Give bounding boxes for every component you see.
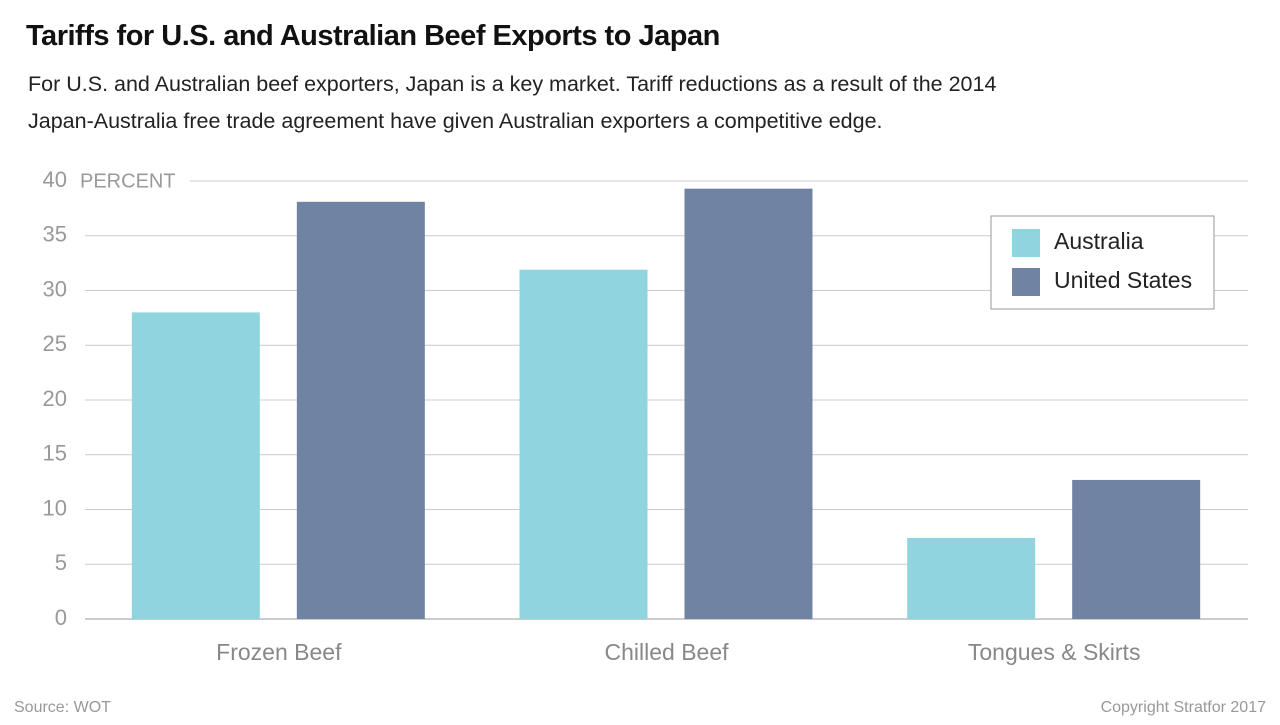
bar xyxy=(907,537,1036,619)
y-tick-label: 35 xyxy=(43,222,67,247)
chart-subtitle: For U.S. and Australian beef exporters, … xyxy=(28,72,997,133)
y-tick-label: 30 xyxy=(43,276,67,301)
bar xyxy=(519,269,648,619)
x-tick-label: Tongues & Skirts xyxy=(968,639,1141,665)
y-tick-label: 15 xyxy=(43,441,67,466)
copyright: Copyright Stratfor 2017 xyxy=(1101,699,1267,716)
chart-title: Tariffs for U.S. and Australian Beef Exp… xyxy=(26,20,720,52)
y-axis-label: PERCENT xyxy=(80,170,176,192)
bar xyxy=(684,188,813,620)
y-tick-label: 0 xyxy=(55,605,67,630)
y-tick-label: 10 xyxy=(43,495,67,520)
legend-swatch xyxy=(1012,229,1040,257)
y-tick-label: 40 xyxy=(43,167,67,192)
bar xyxy=(1072,479,1201,619)
legend-label: United States xyxy=(1054,267,1192,293)
y-tick-label: 5 xyxy=(55,550,67,575)
y-tick-label: 25 xyxy=(43,331,67,356)
x-tick-label: Chilled Beef xyxy=(604,639,729,665)
legend-label: Australia xyxy=(1054,228,1144,254)
bar xyxy=(131,312,260,619)
y-tick-label: 20 xyxy=(43,386,67,411)
source: Source: WOT xyxy=(14,699,111,716)
bar xyxy=(296,201,425,619)
x-tick-label: Frozen Beef xyxy=(216,639,342,665)
legend-swatch xyxy=(1012,268,1040,296)
